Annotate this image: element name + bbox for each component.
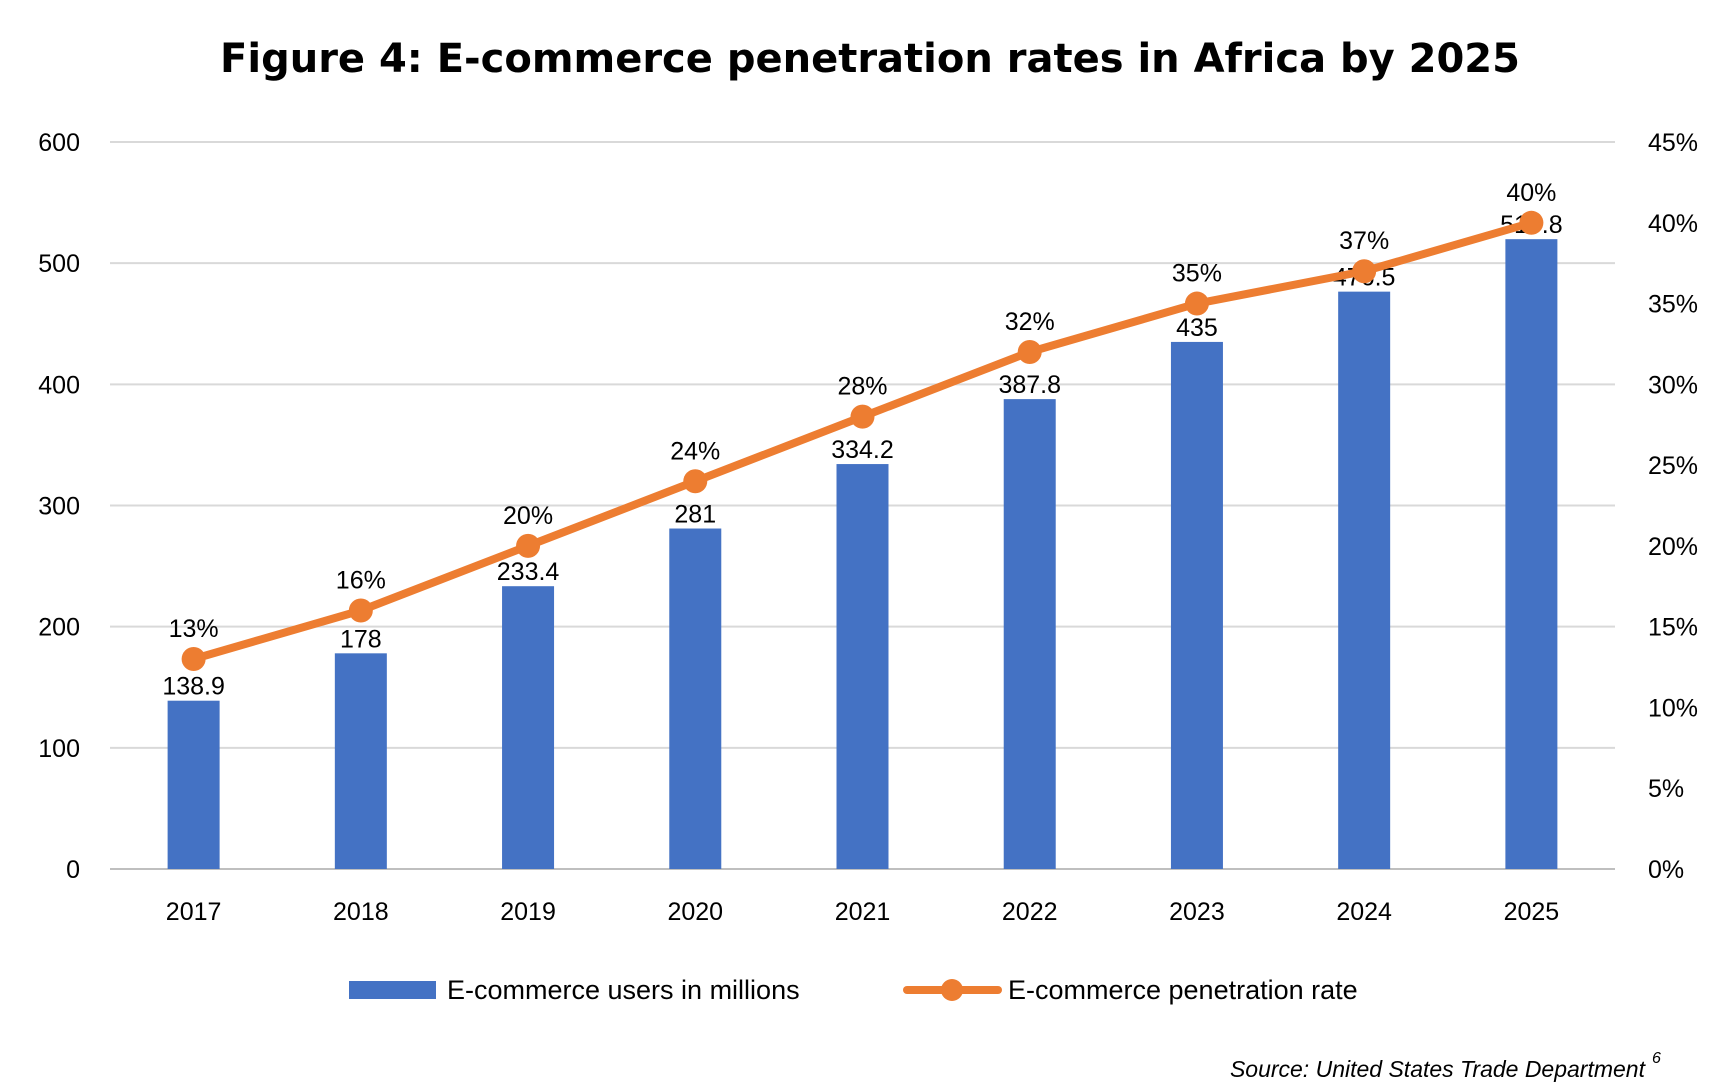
- bar-data-label: 281: [674, 501, 716, 529]
- legend-label-users: E-commerce users in millions: [447, 975, 800, 1005]
- x-axis-tick-label: 2023: [1169, 898, 1225, 926]
- right-axis-tick-label: 10%: [1648, 694, 1698, 722]
- x-axis-tick-label: 2017: [166, 898, 222, 926]
- legend-swatch-rate-marker: [941, 979, 963, 1001]
- line-point: [1519, 210, 1544, 235]
- line-point: [1017, 340, 1042, 365]
- line-data-label: 35%: [1172, 260, 1222, 288]
- bar: [1170, 341, 1223, 869]
- x-axis-tick-label: 2019: [500, 898, 556, 926]
- right-axis-tick-label: 35%: [1648, 291, 1698, 319]
- bar-data-label: 233.4: [497, 558, 560, 586]
- line-data-label: 16%: [336, 567, 386, 595]
- line-point: [683, 469, 708, 494]
- right-axis-ticks: 0% 5% 10% 15% 20% 25% 30% 35% 40% 45%: [1648, 129, 1698, 884]
- bar: [1505, 239, 1558, 869]
- bar: [502, 586, 555, 869]
- right-axis-tick-label: 40%: [1648, 210, 1698, 238]
- x-axis-ticks: 2017 2018 2019 2020 2021 2022 2023 2024 2025: [166, 898, 1559, 926]
- line-data-label: 20%: [503, 502, 553, 530]
- x-axis-tick-label: 2024: [1336, 898, 1392, 926]
- left-axis-tick-label: 0: [66, 856, 80, 884]
- line-data-label: 24%: [670, 437, 720, 465]
- legend-label-rate: E-commerce penetration rate: [1008, 975, 1358, 1005]
- right-axis-tick-label: 25%: [1648, 452, 1698, 480]
- line-data-labels: 13% 16% 20% 24% 28% 32% 35% 37% 40%: [169, 179, 1557, 643]
- bar: [836, 464, 889, 869]
- bar-data-label: 334.2: [831, 436, 894, 464]
- line-point: [1184, 291, 1209, 316]
- left-axis-tick-label: 200: [38, 614, 80, 642]
- line-data-label: 37%: [1339, 227, 1389, 255]
- bar: [1338, 291, 1391, 869]
- left-axis-tick-label: 400: [38, 371, 80, 399]
- line-data-label: 13%: [169, 615, 219, 643]
- x-axis-tick-label: 2020: [667, 898, 723, 926]
- legend-swatch-users: [349, 981, 436, 999]
- right-axis-tick-label: 0%: [1648, 856, 1684, 884]
- legend: E-commerce users in millions E-commerce …: [349, 975, 1358, 1005]
- source-footnote-number: 6: [1652, 1050, 1661, 1067]
- line-data-label: 28%: [837, 373, 887, 401]
- right-axis-tick-label: 5%: [1648, 775, 1684, 803]
- line-data-label: 40%: [1506, 179, 1556, 207]
- source-note: Source: United States Trade Department: [1230, 1056, 1647, 1082]
- right-axis-tick-label: 30%: [1648, 371, 1698, 399]
- left-axis-tick-label: 500: [38, 250, 80, 278]
- line-point: [850, 404, 875, 429]
- right-axis-tick-label: 20%: [1648, 533, 1698, 561]
- left-axis-tick-label: 600: [38, 129, 80, 157]
- x-axis-tick-label: 2018: [333, 898, 389, 926]
- x-axis-tick-label: 2022: [1002, 898, 1058, 926]
- x-axis-tick-label: 2021: [835, 898, 891, 926]
- bar-data-label: 138.9: [162, 673, 225, 701]
- line-point: [181, 646, 206, 671]
- right-axis-tick-label: 15%: [1648, 614, 1698, 642]
- bar-data-label: 387.8: [998, 371, 1061, 399]
- bar: [167, 700, 220, 869]
- line-point: [1352, 259, 1377, 284]
- left-axis-ticks: 0 100 200 300 400 500 600: [38, 129, 80, 884]
- bar-series: [167, 239, 1558, 869]
- bar-data-label: 435: [1176, 314, 1218, 342]
- right-axis-tick-label: 45%: [1648, 129, 1698, 157]
- line-point: [348, 598, 373, 623]
- line-series: [181, 210, 1544, 671]
- left-axis-tick-label: 300: [38, 493, 80, 521]
- x-axis-tick-label: 2025: [1504, 898, 1560, 926]
- line-data-label: 32%: [1005, 308, 1055, 336]
- left-axis-tick-label: 100: [38, 735, 80, 763]
- line-point: [516, 533, 541, 558]
- bar: [669, 528, 722, 869]
- bar: [1003, 399, 1056, 869]
- chart-title: Figure 4: E-commerce penetration rates i…: [220, 36, 1520, 82]
- bar-data-label: 178: [340, 625, 382, 653]
- bar: [334, 653, 387, 869]
